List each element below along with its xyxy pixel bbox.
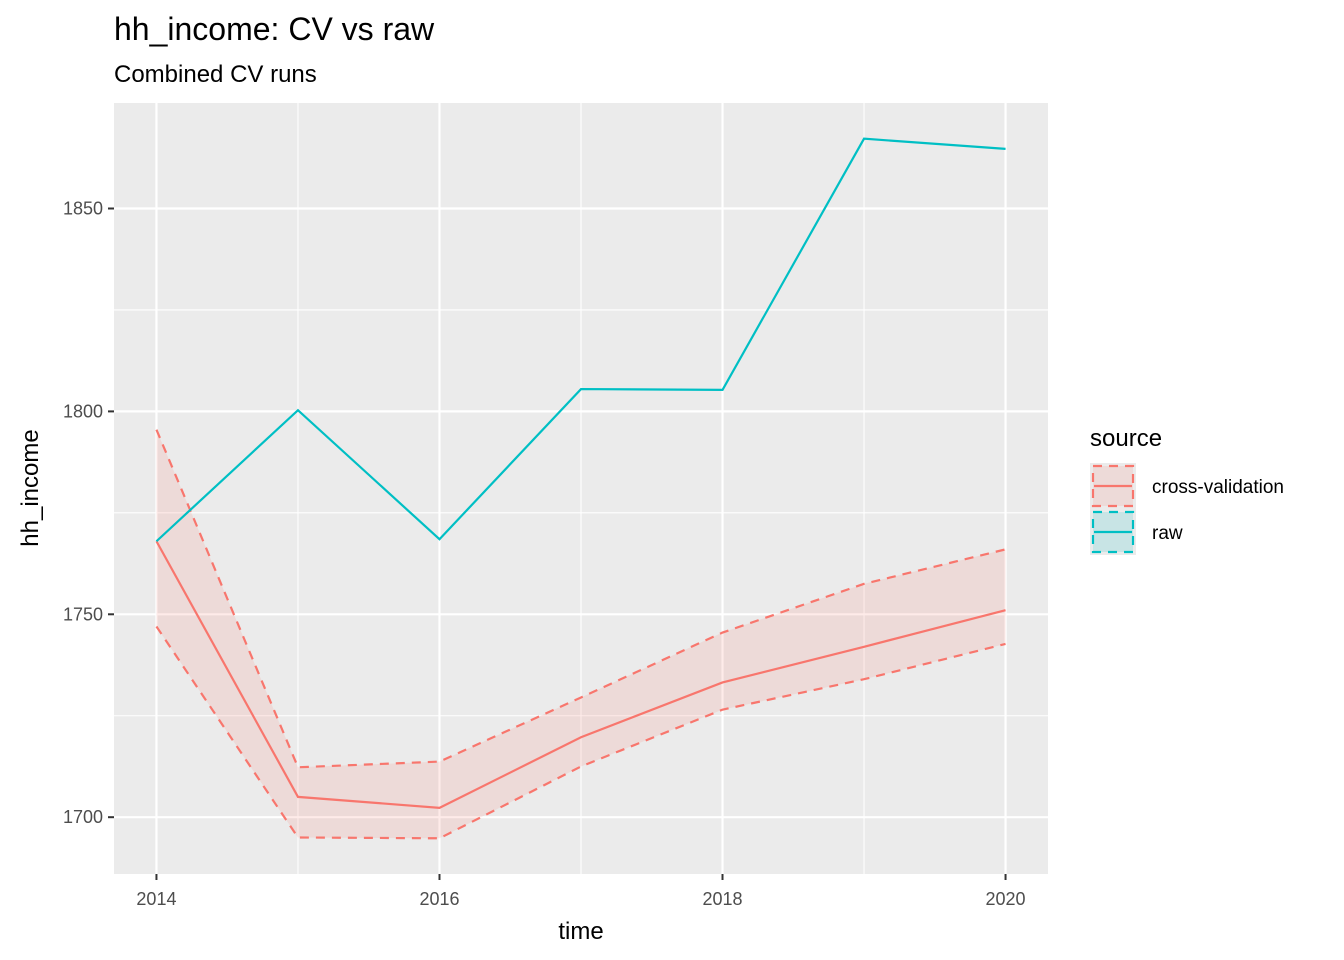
series-line [155,540,1006,809]
x-tick-label: 2018 [702,889,742,909]
major-gridlines [114,103,1048,874]
legend-label: cross-validation [1152,477,1284,498]
chart-subtitle: Combined CV runs [114,61,317,88]
legend: source cross-validation raw [1090,425,1284,555]
confidence-ribbons [155,429,1006,840]
legend-keys: cross-validation raw [1090,463,1284,555]
x-tick-label: 2016 [419,889,459,909]
ribbon-lower-line [155,625,1006,840]
ribbon-upper-line [155,429,1006,769]
x-axis: 2014 2016 2018 2020 [136,874,1026,909]
y-tick-label: 1700 [63,807,103,827]
chart-title: hh_income: CV vs raw [114,11,435,47]
y-axis: 1700 1750 1800 1850 [63,199,114,827]
legend-label: raw [1152,523,1183,544]
y-tick-label: 1850 [63,199,103,219]
series-lines [155,137,1006,809]
series-line [155,137,1006,543]
minor-gridlines [114,103,1048,874]
y-tick-label: 1800 [63,401,103,421]
x-axis-title: time [558,918,603,945]
y-tick-label: 1750 [63,604,103,624]
x-tick-label: 2014 [136,889,176,909]
legend-title: source [1090,425,1162,452]
x-tick-label: 2020 [986,889,1026,909]
ribbon-area [156,429,1006,839]
y-axis-title: hh_income [17,429,44,546]
